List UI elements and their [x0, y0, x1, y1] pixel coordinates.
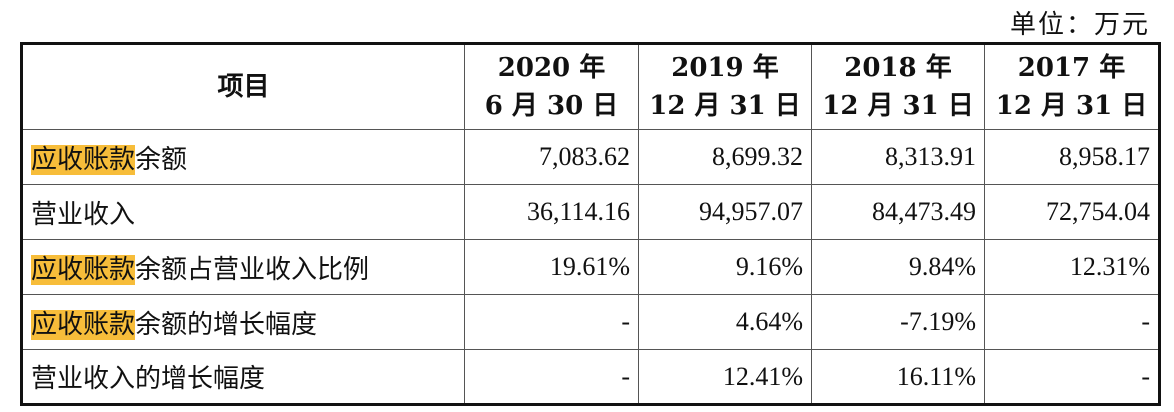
table-cell: 9.84% [811, 239, 985, 295]
table-cell: - [464, 349, 639, 405]
table-cell: - [984, 294, 1160, 350]
row-label: 应收账款余额的增长幅度 [21, 294, 465, 350]
table-cell: 36,114.16 [464, 184, 639, 240]
table-cell: 84,473.49 [811, 184, 985, 240]
table-cell: -7.19% [811, 294, 985, 350]
table-row: 营业收入的增长幅度 - 12.41% 16.11% - [21, 349, 1160, 405]
table-cell: 9.16% [638, 239, 812, 295]
row-label: 营业收入 [21, 184, 465, 240]
header-period-date: 12 月 31 日 [822, 91, 974, 121]
row-label-text: 营业收入的增长幅度 [31, 364, 266, 394]
header-item: 项目 [21, 43, 465, 130]
row-label: 营业收入的增长幅度 [21, 349, 465, 405]
table-row: 应收账款余额占营业收入比例 19.61% 9.16% 9.84% 12.31% [21, 239, 1160, 295]
table-cell: 19.61% [464, 239, 639, 295]
table-cell: 16.11% [811, 349, 985, 405]
row-label-text: 余额占营业收入比例 [135, 254, 370, 285]
header-period-2019-12-31: 2019 年 12 月 31 日 [638, 43, 812, 130]
row-label: 应收账款余额 [21, 129, 465, 185]
highlighted-term: 应收账款 [31, 254, 136, 285]
header-period-date: 12 月 31 日 [649, 91, 801, 121]
table-row: 营业收入 36,114.16 94,957.07 84,473.49 72,75… [21, 184, 1160, 240]
row-label-text: 营业收入 [31, 199, 136, 230]
header-period-date: 12 月 31 日 [995, 91, 1148, 121]
header-period-year: 2019 年 [671, 53, 779, 83]
table-cell: 8,699.32 [638, 129, 812, 185]
header-period-year: 2017 年 [1017, 53, 1126, 83]
header-period-2017-12-31: 2017 年 12 月 31 日 [984, 43, 1160, 130]
financial-table: 项目 2020 年 6 月 30 日 2019 年 12 月 31 日 2018… [20, 42, 1161, 406]
header-period-2018-12-31: 2018 年 12 月 31 日 [811, 43, 985, 130]
table-cell: 12.31% [984, 239, 1160, 295]
row-label-text: 余额 [135, 144, 188, 175]
unit-label: 单位：万元 [1009, 10, 1150, 40]
table-header-row: 项目 2020 年 6 月 30 日 2019 年 12 月 31 日 2018… [21, 43, 1160, 130]
table-cell: 4.64% [638, 294, 812, 350]
table-cell: - [984, 349, 1160, 405]
table-cell: 7,083.62 [464, 129, 639, 185]
highlighted-term: 应收账款 [31, 144, 136, 175]
table-row: 应收账款余额 7,083.62 8,699.32 8,313.91 8,958.… [21, 129, 1160, 185]
table-cell: 94,957.07 [638, 184, 812, 240]
table-cell: - [464, 294, 639, 350]
table-row: 应收账款余额的增长幅度 - 4.64% -7.19% - [21, 294, 1160, 350]
table-cell: 8,958.17 [984, 129, 1160, 185]
header-period-2020-06-30: 2020 年 6 月 30 日 [464, 43, 639, 130]
header-period-year: 2018 年 [844, 53, 952, 83]
table-cell: 72,754.04 [984, 184, 1160, 240]
row-label-text: 余额的增长幅度 [135, 309, 318, 340]
table-cell: 8,313.91 [811, 129, 985, 185]
table-cell: 12.41% [638, 349, 812, 405]
row-label: 应收账款余额占营业收入比例 [21, 239, 465, 295]
header-period-year: 2020 年 [497, 53, 606, 83]
highlighted-term: 应收账款 [31, 309, 136, 340]
header-period-date: 6 月 30 日 [484, 91, 619, 121]
